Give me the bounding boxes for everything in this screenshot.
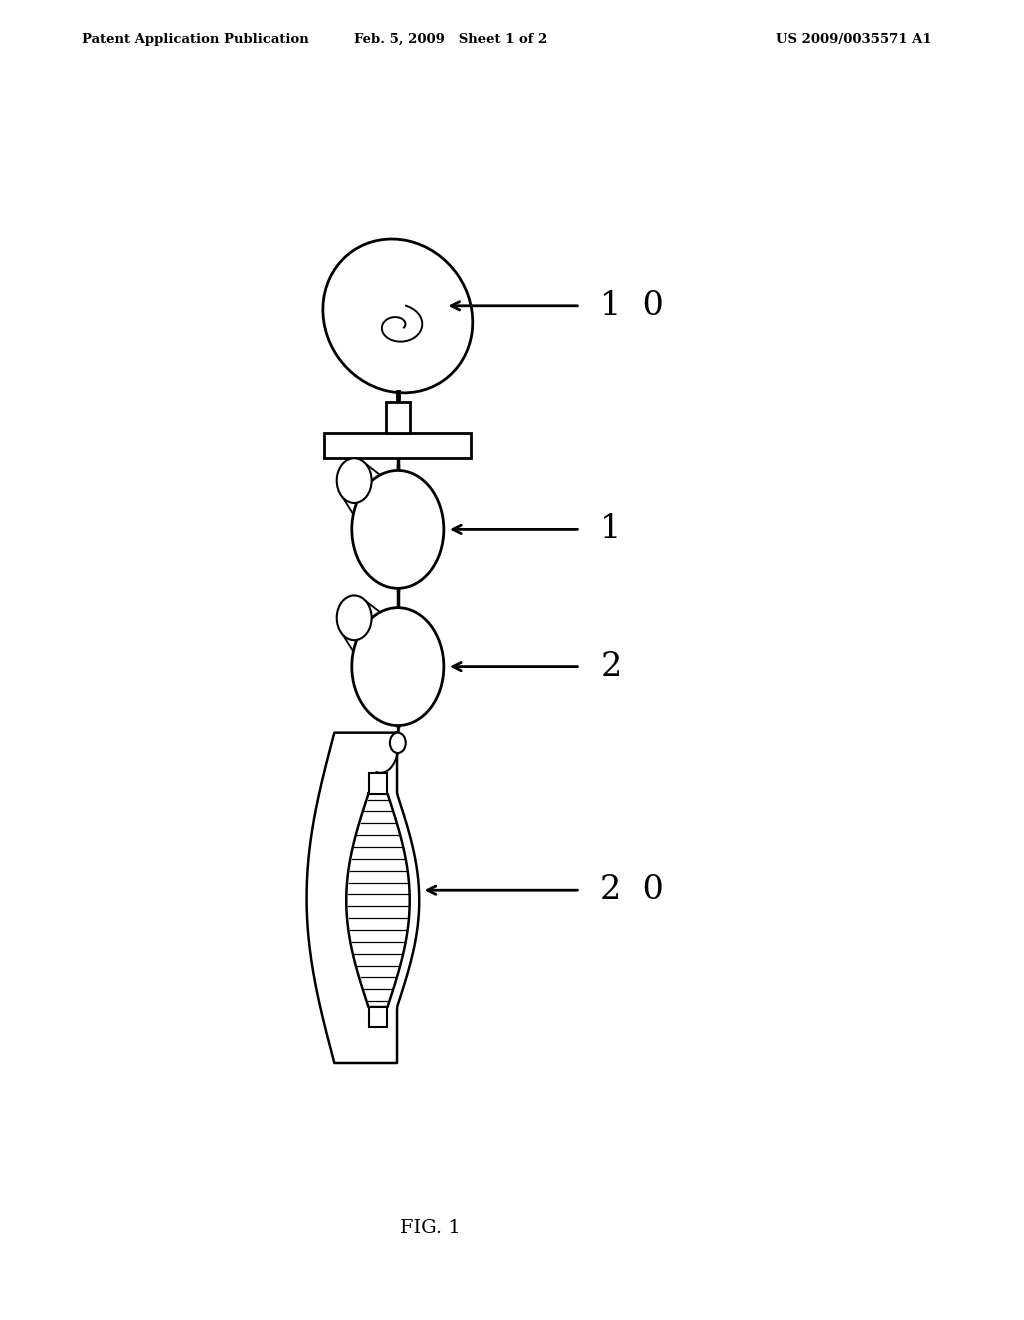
Circle shape: [352, 470, 443, 589]
Circle shape: [390, 733, 406, 752]
Bar: [386, 403, 410, 433]
Text: Feb. 5, 2009   Sheet 1 of 2: Feb. 5, 2009 Sheet 1 of 2: [354, 33, 547, 46]
Ellipse shape: [323, 239, 473, 393]
Text: FIG. 1: FIG. 1: [399, 1218, 461, 1237]
Circle shape: [337, 458, 372, 503]
Bar: [370, 1007, 387, 1027]
Bar: [325, 433, 471, 458]
Text: 1  0: 1 0: [600, 290, 665, 322]
Circle shape: [337, 595, 372, 640]
Text: 1: 1: [600, 513, 622, 545]
Circle shape: [352, 607, 443, 726]
Text: 2: 2: [600, 651, 622, 682]
Polygon shape: [346, 793, 410, 1007]
Text: US 2009/0035571 A1: US 2009/0035571 A1: [776, 33, 932, 46]
Bar: [370, 774, 387, 793]
Text: Patent Application Publication: Patent Application Publication: [82, 33, 308, 46]
Text: 2  0: 2 0: [600, 874, 665, 907]
